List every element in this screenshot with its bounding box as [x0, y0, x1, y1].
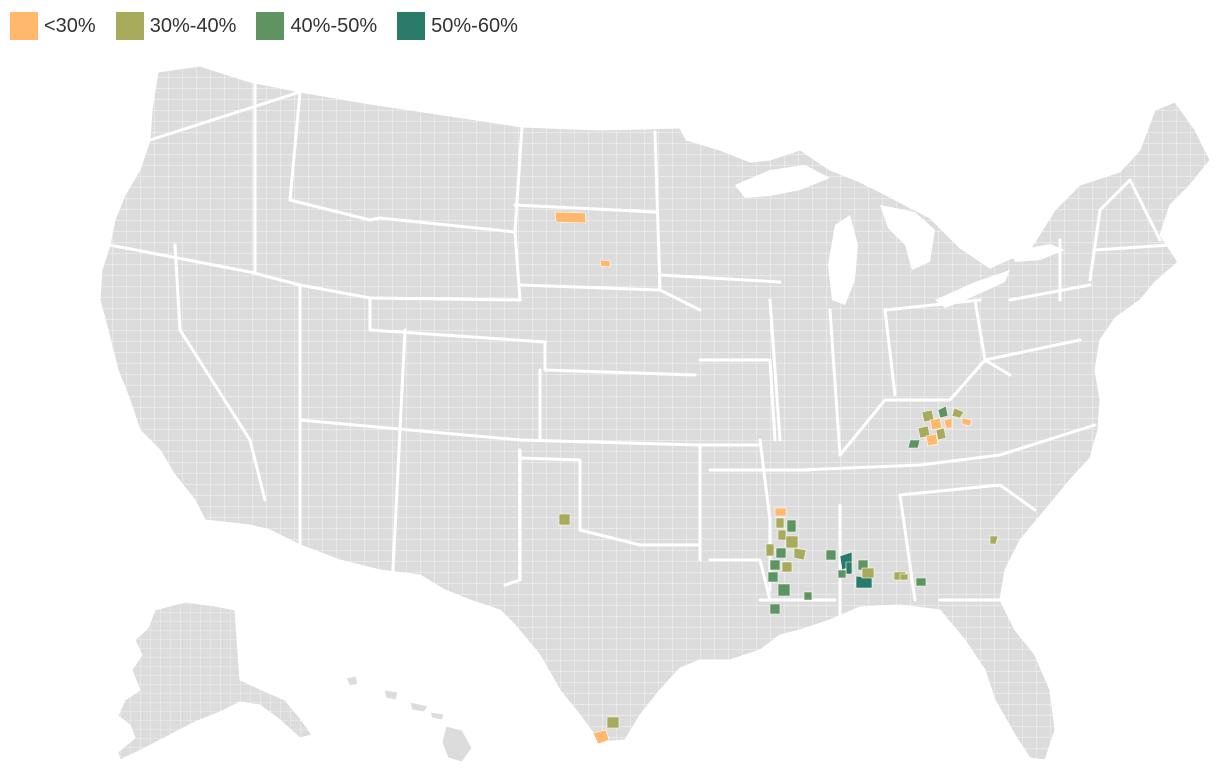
- ms-county-7: [793, 547, 807, 561]
- ky-county-8: [943, 417, 953, 429]
- lake-erie: [935, 270, 1010, 308]
- ms-county-10: [767, 571, 779, 583]
- tx-south-county-2: [592, 729, 610, 745]
- lake-superior: [735, 165, 830, 198]
- ms-county-5: [785, 535, 799, 549]
- highlighted-counties: [554, 211, 999, 745]
- lake-huron: [880, 205, 935, 270]
- al-county-1: [825, 549, 837, 561]
- legend-item-30-40: 30%-40%: [115, 12, 237, 40]
- legend-label: <30%: [44, 15, 96, 37]
- legend-item-50-60: 50%-60%: [397, 12, 518, 40]
- legend-label: 50%-60%: [431, 15, 518, 37]
- nd-county-1: [554, 211, 587, 224]
- al-county-8: [837, 569, 847, 579]
- great-lakes: [735, 165, 1065, 308]
- alaska: [117, 601, 313, 761]
- ms-county-12: [769, 603, 781, 615]
- ms-county-1: [774, 507, 787, 517]
- state-borders: [108, 80, 1172, 627]
- legend: <30% 30%-40% 40%-50% 50%-60%: [10, 12, 538, 40]
- ms-county-6: [775, 547, 787, 559]
- hawaii-island-4: [429, 711, 445, 721]
- va-county-2: [961, 417, 973, 427]
- hawaii-island-2: [383, 689, 399, 701]
- legend-label: 30%-40%: [149, 15, 237, 37]
- ky-county-6: [935, 427, 947, 441]
- ky-county-5: [925, 433, 939, 447]
- ga-county-2: [915, 577, 927, 587]
- alaska-grid: [118, 602, 312, 760]
- legend-swatch: [397, 12, 426, 40]
- legend-swatch: [10, 12, 38, 40]
- ms-county-8: [769, 559, 781, 571]
- hawaii-island-big: [441, 725, 473, 763]
- legend-item-40-50: 40%-50%: [256, 12, 377, 40]
- ms-county-3: [786, 519, 797, 533]
- va-county-1: [951, 407, 965, 419]
- sc-county-1: [899, 573, 909, 581]
- legend-label: 40%-50%: [290, 15, 378, 37]
- tx-panhandle-county: [558, 513, 571, 526]
- hawaii-island-1: [345, 675, 359, 687]
- ky-county-7: [907, 439, 921, 449]
- al-county-5: [861, 567, 875, 579]
- ky-county-2: [929, 417, 943, 431]
- sd-county-1: [599, 259, 611, 268]
- lake-michigan: [828, 215, 858, 305]
- ky-county-3: [937, 405, 949, 419]
- al-county-7: [845, 561, 853, 575]
- tx-south-county-1: [606, 716, 620, 729]
- legend-swatch: [115, 12, 144, 40]
- ms-county-11: [777, 583, 791, 597]
- legend-item-lt30: <30%: [10, 12, 96, 40]
- hawaii: [345, 675, 473, 763]
- ms-county-2: [775, 517, 785, 529]
- ms-county-14: [803, 591, 813, 601]
- ms-county-13: [765, 543, 775, 557]
- legend-swatch: [256, 12, 285, 40]
- ga-county-1: [989, 535, 999, 545]
- lake-ontario: [1010, 244, 1065, 262]
- ms-county-4: [777, 529, 787, 541]
- hawaii-island-3: [409, 701, 429, 713]
- ms-county-9: [781, 561, 793, 573]
